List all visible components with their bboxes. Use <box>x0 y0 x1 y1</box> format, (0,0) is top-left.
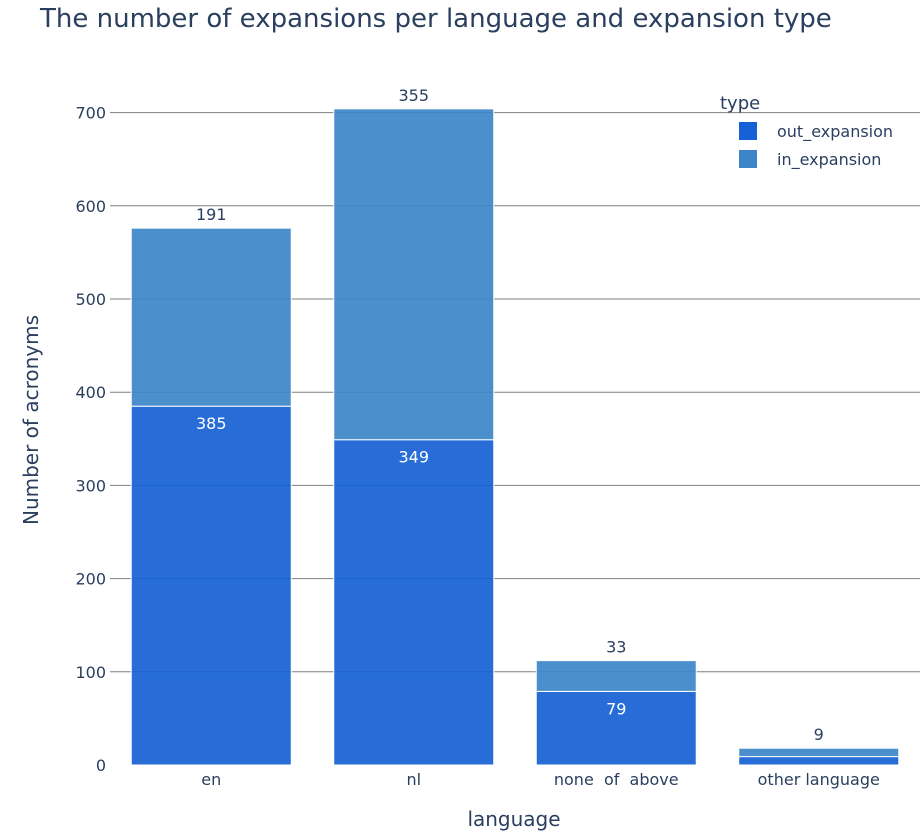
y-tick-label: 600 <box>75 197 106 216</box>
y-tick-label: 700 <box>75 104 106 123</box>
legend-swatch[interactable] <box>739 122 757 140</box>
data-label: 33 <box>606 638 626 657</box>
data-label: 191 <box>196 205 227 224</box>
y-tick-label: 500 <box>75 290 106 309</box>
y-tick-label: 300 <box>75 476 106 495</box>
bars <box>130 108 900 766</box>
bar-out_expansion[interactable] <box>130 405 292 766</box>
bar-out_expansion[interactable] <box>738 756 900 766</box>
y-tick-label: 100 <box>75 663 106 682</box>
bar-in_expansion[interactable] <box>738 747 900 758</box>
legend-title: type <box>720 93 760 114</box>
legend-item-label[interactable]: in_expansion <box>777 150 881 170</box>
data-labels: 385 191 349 355 79 33 9 <box>196 86 824 744</box>
legend-item-label[interactable]: out_expansion <box>777 122 893 142</box>
data-label: 349 <box>398 448 429 467</box>
bar-out_expansion[interactable] <box>333 439 495 766</box>
x-tick-label: nl <box>406 770 421 789</box>
data-label: 385 <box>196 414 227 433</box>
y-tick-label: 400 <box>75 383 106 402</box>
bar-in_expansion[interactable] <box>333 108 495 441</box>
x-tick-label: en <box>201 770 221 789</box>
x-tick-label: none of above <box>554 770 679 789</box>
x-axis-title: language <box>467 807 560 831</box>
legend: type out_expansion in_expansion <box>720 93 893 170</box>
y-tick-label: 0 <box>96 756 106 775</box>
x-axis-ticks: en nl none of above other language <box>201 770 880 789</box>
legend-swatch[interactable] <box>739 150 757 168</box>
y-axis-title: Number of acronyms <box>19 315 43 525</box>
data-label: 79 <box>606 699 626 718</box>
x-tick-label: other language <box>758 770 880 789</box>
chart-title: The number of expansions per language an… <box>40 4 832 34</box>
bar-in_expansion[interactable] <box>130 227 292 407</box>
y-axis-ticks: 0 100 200 300 400 500 600 700 <box>75 104 106 775</box>
data-label: 355 <box>398 86 429 105</box>
bar-in_expansion[interactable] <box>535 660 697 692</box>
y-tick-label: 200 <box>75 570 106 589</box>
data-label: 9 <box>814 725 824 744</box>
